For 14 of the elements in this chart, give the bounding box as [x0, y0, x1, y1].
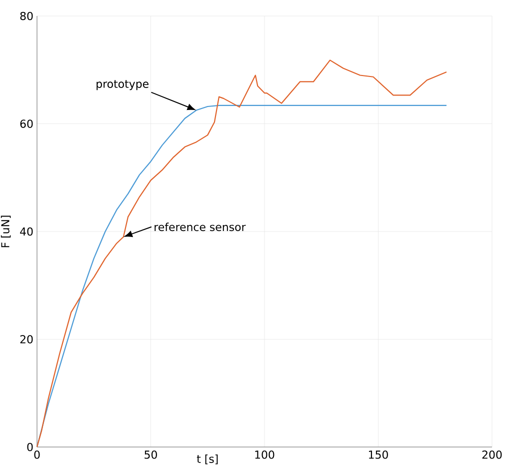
x-tick-label: 50: [144, 450, 157, 459]
text: reference sensor: [154, 222, 246, 232]
x-tick-label: 0: [34, 450, 40, 459]
y-tick-label: 60: [20, 120, 33, 128]
y-axis-title: F [uN]: [0, 216, 11, 248]
y-tick-label: 20: [20, 335, 33, 344]
x-tick-label: 150: [369, 450, 388, 459]
y-tick-label: 0: [27, 442, 33, 452]
x-axis-title: t [s]: [196, 454, 218, 464]
text: prototype: [96, 80, 148, 90]
y-tick-label: 40: [20, 227, 33, 236]
y-tick-label: 80: [20, 12, 33, 20]
x-tick-label: 100: [255, 450, 274, 459]
x-tick-label: 200: [482, 450, 502, 459]
